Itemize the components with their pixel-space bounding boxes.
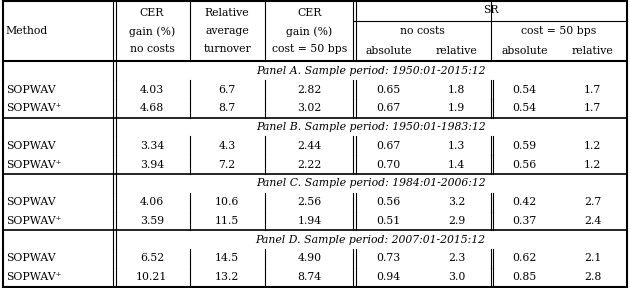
- Text: SOPWAV⁺: SOPWAV⁺: [6, 103, 61, 113]
- Text: Panel C. Sample period: 1984:01-2006:12: Panel C. Sample period: 1984:01-2006:12: [256, 178, 485, 188]
- Text: 6.52: 6.52: [140, 253, 164, 264]
- Text: 0.59: 0.59: [513, 141, 537, 151]
- Text: gain (%): gain (%): [287, 26, 333, 37]
- Text: 3.02: 3.02: [297, 103, 322, 113]
- Text: 1.2: 1.2: [584, 160, 602, 170]
- Text: 1.3: 1.3: [448, 141, 466, 151]
- Text: 1.7: 1.7: [584, 103, 602, 113]
- Text: 1.8: 1.8: [448, 85, 466, 94]
- Text: relative: relative: [436, 46, 478, 56]
- Text: Panel B. Sample period: 1950:01-1983:12: Panel B. Sample period: 1950:01-1983:12: [256, 122, 485, 132]
- Text: SR: SR: [483, 5, 498, 16]
- Text: 2.56: 2.56: [297, 197, 322, 207]
- Text: 4.03: 4.03: [140, 85, 164, 94]
- Text: 0.37: 0.37: [513, 216, 537, 226]
- Text: 2.22: 2.22: [297, 160, 322, 170]
- Text: 3.2: 3.2: [448, 197, 466, 207]
- Text: 10.21: 10.21: [136, 272, 168, 282]
- Text: 3.0: 3.0: [448, 272, 466, 282]
- Text: cost = 50 bps: cost = 50 bps: [521, 26, 597, 37]
- Text: 2.7: 2.7: [584, 197, 602, 207]
- Text: 0.62: 0.62: [512, 253, 537, 264]
- Text: cost = 50 bps: cost = 50 bps: [272, 44, 347, 54]
- Text: 0.67: 0.67: [376, 103, 401, 113]
- Text: 10.6: 10.6: [215, 197, 239, 207]
- Text: 0.54: 0.54: [513, 85, 537, 94]
- Text: 4.3: 4.3: [219, 141, 236, 151]
- Text: Panel D. Sample period: 2007:01-2015:12: Panel D. Sample period: 2007:01-2015:12: [256, 235, 486, 245]
- Text: relative: relative: [572, 46, 614, 56]
- Text: 2.82: 2.82: [297, 85, 322, 94]
- Text: 14.5: 14.5: [215, 253, 239, 264]
- Text: 1.9: 1.9: [448, 103, 465, 113]
- Text: 0.54: 0.54: [513, 103, 537, 113]
- Text: 0.56: 0.56: [513, 160, 537, 170]
- Text: 2.44: 2.44: [297, 141, 322, 151]
- Text: 7.2: 7.2: [219, 160, 236, 170]
- Text: Panel A. Sample period: 1950:01-2015:12: Panel A. Sample period: 1950:01-2015:12: [256, 66, 485, 76]
- Text: 0.94: 0.94: [376, 272, 401, 282]
- Text: absolute: absolute: [365, 46, 412, 56]
- Text: 4.06: 4.06: [140, 197, 164, 207]
- Text: 1.7: 1.7: [584, 85, 602, 94]
- Text: 3.59: 3.59: [140, 216, 164, 226]
- Text: 1.4: 1.4: [448, 160, 465, 170]
- Text: Method: Method: [6, 26, 48, 37]
- Text: 13.2: 13.2: [215, 272, 239, 282]
- Text: 1.2: 1.2: [584, 141, 602, 151]
- Text: Relative: Relative: [205, 8, 249, 18]
- Text: 4.90: 4.90: [297, 253, 322, 264]
- Text: 0.42: 0.42: [513, 197, 537, 207]
- Text: 11.5: 11.5: [215, 216, 239, 226]
- Text: 2.8: 2.8: [584, 272, 602, 282]
- Text: 3.94: 3.94: [140, 160, 164, 170]
- Text: 0.65: 0.65: [376, 85, 401, 94]
- Text: 8.7: 8.7: [219, 103, 236, 113]
- Text: 2.9: 2.9: [448, 216, 465, 226]
- Text: CER: CER: [297, 8, 322, 18]
- Text: 3.34: 3.34: [140, 141, 164, 151]
- Text: SOPWAV: SOPWAV: [6, 197, 55, 207]
- Text: 0.70: 0.70: [376, 160, 401, 170]
- Text: 0.85: 0.85: [513, 272, 537, 282]
- Text: SOPWAV: SOPWAV: [6, 253, 55, 264]
- Text: SOPWAV: SOPWAV: [6, 85, 55, 94]
- Text: SOPWAV: SOPWAV: [6, 141, 55, 151]
- Text: 8.74: 8.74: [297, 272, 322, 282]
- Text: 6.7: 6.7: [219, 85, 236, 94]
- Text: 0.67: 0.67: [376, 141, 401, 151]
- Text: average: average: [205, 26, 249, 37]
- Text: 0.73: 0.73: [376, 253, 401, 264]
- Text: SOPWAV⁺: SOPWAV⁺: [6, 216, 61, 226]
- Text: 2.4: 2.4: [584, 216, 602, 226]
- Text: turnover: turnover: [203, 44, 251, 54]
- Text: 2.3: 2.3: [448, 253, 466, 264]
- Text: no costs: no costs: [400, 26, 445, 37]
- Text: 1.94: 1.94: [297, 216, 322, 226]
- Text: SOPWAV⁺: SOPWAV⁺: [6, 272, 61, 282]
- Text: absolute: absolute: [501, 46, 548, 56]
- Text: SOPWAV⁺: SOPWAV⁺: [6, 160, 61, 170]
- Text: 0.56: 0.56: [376, 197, 401, 207]
- Text: CER: CER: [140, 8, 164, 18]
- Text: 2.1: 2.1: [584, 253, 602, 264]
- Text: no costs: no costs: [130, 44, 175, 54]
- Text: 0.51: 0.51: [376, 216, 401, 226]
- Text: gain (%): gain (%): [129, 26, 175, 37]
- Text: 4.68: 4.68: [140, 103, 164, 113]
